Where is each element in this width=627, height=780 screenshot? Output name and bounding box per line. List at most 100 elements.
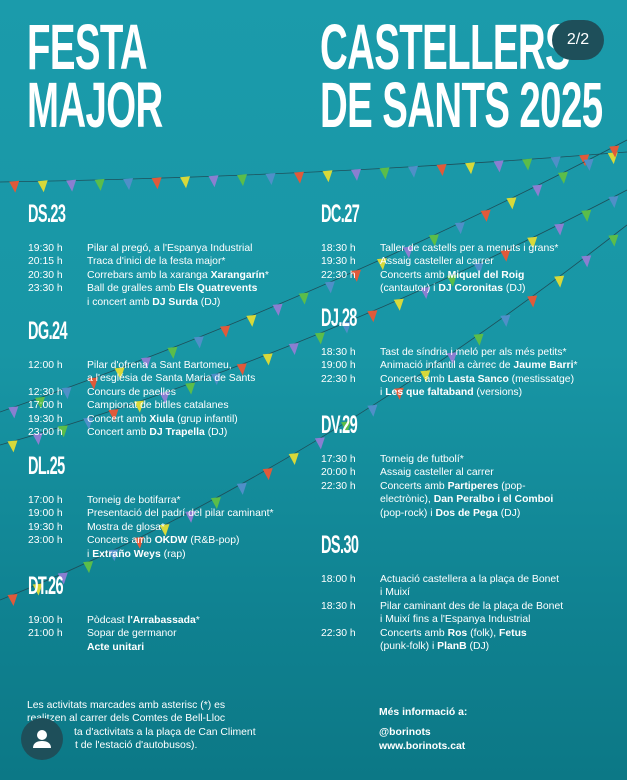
bunting-flag [341, 421, 352, 434]
website-link[interactable]: www.borinots.cat [379, 740, 466, 752]
event-row: 21:00 h Sopar de germanor [28, 627, 328, 640]
bunting-flag [133, 536, 144, 549]
event-description: Traca d'inici de la festa major* [87, 255, 225, 268]
event-text: Presentació del padrí del pilar caminant… [87, 508, 274, 520]
bunting-flag [480, 209, 491, 222]
event-row: 23:00 h Concerts amb OKDW (R&B-pop) [28, 534, 328, 547]
title-line: DE SANTS 2025 [320, 69, 603, 141]
event-text: (DJ) [466, 641, 490, 653]
event-description: Campionat de bitlles catalanes [87, 399, 229, 412]
event-row: (punk-folk) i PlanB (DJ) [321, 640, 621, 653]
bunting-flag [446, 352, 457, 365]
bunting-flag [393, 298, 404, 311]
event-text: (pop-rock) i [380, 507, 436, 519]
bunting-flag [37, 180, 48, 193]
day-schedule: DL.25 17:00 h Torneig de botifarra* 19:00 h… [28, 454, 328, 561]
day-schedule: DJ.28 18:30 h Tast de síndria i meló per a… [321, 306, 621, 400]
event-text: Mostra de glosa* [87, 521, 165, 533]
event-row: 12:00 h Pilar d'ofrena a Sant Bartomeu, [28, 359, 328, 372]
title-festa-major: FESTA MAJOR [27, 11, 163, 137]
bunting-flag [7, 440, 18, 453]
event-performer: Partiperes [447, 480, 499, 492]
event-description: Correbars amb la xaranga Xarangarín* [87, 269, 269, 282]
event-time: 17:30 h [321, 454, 356, 465]
event-performer: DJ Surda [152, 296, 198, 308]
event-time: 19:30 h [321, 256, 356, 268]
event-text: Actuació castellera a la plaça de Bonet [380, 574, 560, 585]
bunting-flag [236, 363, 247, 376]
day-heading: DS.23 [28, 200, 66, 228]
event-description: Concerts amb Partiperes (pop- [380, 480, 526, 493]
event-description: a l'església de Santa Maria de Sants [87, 372, 255, 385]
event-performer: Ros [447, 627, 468, 639]
event-time: 12:00 h [28, 360, 63, 371]
note-line: t de l'estació d'autobusos). [75, 740, 198, 752]
bunting-flag [493, 160, 504, 173]
event-performer: DJ Coronitas [438, 283, 503, 295]
bunting-flag [32, 583, 43, 596]
bunting-flag [473, 333, 484, 346]
event-text: Concerts amb [380, 269, 448, 281]
day-schedule: DT.26 19:00 h Pòdcast l'Arrabassada* 21:00 … [28, 574, 328, 654]
event-performer: Miquel del Roig [447, 269, 525, 281]
event-performer: PlanB [437, 641, 467, 653]
event-row: 18:00 h Actuació castellera a la plaça de… [321, 573, 621, 586]
bunting-flag [554, 223, 565, 236]
event-time [321, 386, 380, 399]
event-description: i Les que faltaband (versions) [380, 386, 522, 399]
bunting-flag [88, 377, 99, 390]
bunting-flag [151, 177, 162, 190]
event-performer: Dos de Pega [435, 507, 498, 519]
event-time: 19:00 h [28, 615, 63, 626]
event-text: Taller de castells per a menuts i grans* [380, 243, 559, 254]
event-time [321, 493, 380, 506]
bunting-flag [351, 168, 362, 181]
page-counter-badge: 2/2 [552, 20, 604, 60]
event-text: (pop- [498, 480, 526, 492]
bunting-flag [9, 180, 20, 193]
event-time: 19:30 h [28, 521, 63, 533]
event-row: 19:00 h Pòdcast l'Arrabassada* [28, 614, 328, 627]
event-description: Presentació del padrí del pilar caminant… [87, 507, 274, 520]
event-description: Assaig casteller al carrer [380, 466, 494, 479]
event-text: Correbars amb la xaranga [87, 269, 211, 281]
event-text: a l'església de Santa Maria de Sants [87, 373, 256, 385]
bunting-flag [532, 184, 543, 197]
event-performer: Les que faltaband [385, 387, 474, 399]
event-performer: Dan Peralbo i el Comboi [433, 494, 554, 506]
event-description: Animació infantil a càrrec de Jaume Barr… [380, 359, 578, 372]
event-row: 19:30 h Concert amb Xiula (grup infantil) [28, 413, 328, 426]
bunting-flag [550, 156, 561, 169]
event-row: 20:30 h Correbars amb la xaranga Xarangar… [28, 269, 328, 282]
bunting-flag [262, 468, 273, 481]
event-text: Assaig casteller al carrer [380, 467, 494, 479]
bunting-flag [294, 171, 305, 184]
bunting-flag [436, 164, 447, 177]
event-text: * [264, 269, 269, 281]
event-time: 18:00 h [321, 574, 356, 585]
bunting-flag [108, 549, 119, 562]
bunting-flag [208, 175, 219, 188]
bunting-flag [465, 162, 476, 175]
account-avatar-button[interactable] [21, 718, 63, 760]
event-time: 22:30 h [321, 480, 356, 492]
event-performer: l'Arrabassada [127, 615, 196, 626]
event-time: 23:30 h [28, 283, 63, 295]
event-time: 17:00 h [28, 495, 63, 506]
note-line: realitzen al carrer dels Comtes de Bell-… [27, 713, 226, 725]
event-row: a l'església de Santa Maria de Sants [28, 372, 328, 385]
event-row: 22:30 h Concerts amb Ros (folk), Fetus [321, 627, 621, 640]
day-heading: DC.27 [321, 200, 360, 228]
event-time [28, 372, 87, 385]
event-text: (DJ) [197, 296, 221, 308]
bunting-flag [500, 249, 511, 262]
event-row: Acte unitari [28, 641, 328, 654]
social-handle[interactable]: @borinots [379, 727, 431, 739]
bunting-flag [527, 295, 538, 308]
event-description: (pop-rock) i Dos de Pega (DJ) [380, 507, 520, 520]
event-text: i [380, 387, 386, 399]
event-row: 18:30 h Taller de castells per a menuts i… [321, 242, 621, 255]
event-text: Traca d'inici de la festa major* [87, 256, 226, 268]
bunting-flag [288, 453, 299, 466]
title-line: FESTA [27, 11, 148, 83]
